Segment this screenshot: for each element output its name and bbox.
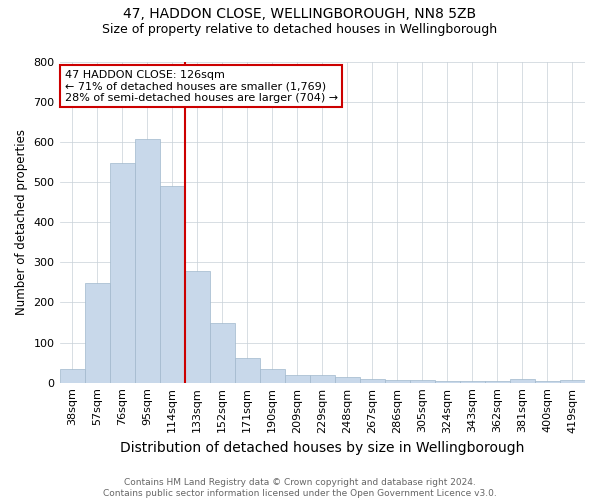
Bar	[335, 378, 360, 382]
Bar	[260, 370, 285, 382]
Bar	[110, 162, 134, 382]
X-axis label: Distribution of detached houses by size in Wellingborough: Distribution of detached houses by size …	[120, 441, 524, 455]
Bar	[160, 186, 185, 382]
Bar	[85, 283, 110, 382]
Bar	[410, 380, 435, 382]
Bar	[59, 368, 85, 382]
Bar	[285, 374, 310, 382]
Text: Size of property relative to detached houses in Wellingborough: Size of property relative to detached ho…	[103, 22, 497, 36]
Bar	[560, 380, 585, 382]
Y-axis label: Number of detached properties: Number of detached properties	[15, 129, 28, 315]
Bar	[134, 139, 160, 382]
Bar	[310, 376, 335, 382]
Bar	[435, 380, 460, 382]
Text: 47, HADDON CLOSE, WELLINGBOROUGH, NN8 5ZB: 47, HADDON CLOSE, WELLINGBOROUGH, NN8 5Z…	[124, 8, 476, 22]
Bar	[535, 380, 560, 382]
Bar	[385, 380, 410, 382]
Text: Contains HM Land Registry data © Crown copyright and database right 2024.
Contai: Contains HM Land Registry data © Crown c…	[103, 478, 497, 498]
Text: 47 HADDON CLOSE: 126sqm
← 71% of detached houses are smaller (1,769)
28% of semi: 47 HADDON CLOSE: 126sqm ← 71% of detache…	[65, 70, 338, 102]
Bar	[460, 380, 485, 382]
Bar	[485, 381, 510, 382]
Bar	[360, 378, 385, 382]
Bar	[185, 271, 209, 382]
Bar	[510, 380, 535, 382]
Bar	[235, 358, 260, 382]
Bar	[209, 324, 235, 382]
